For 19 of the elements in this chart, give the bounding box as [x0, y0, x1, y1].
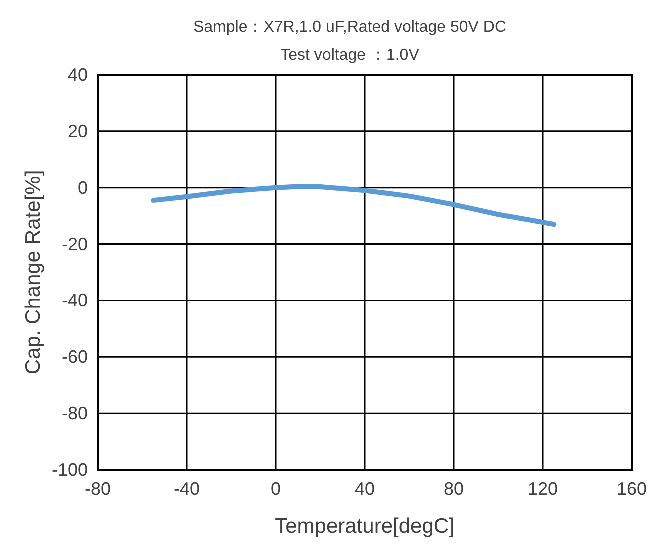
- x-tick-label: -40: [174, 479, 200, 499]
- y-tick-label: 40: [68, 65, 88, 85]
- x-tick-label: 40: [354, 479, 376, 499]
- y-tick-label: -100: [52, 460, 88, 480]
- y-tick-label: 0: [78, 178, 88, 198]
- chart-title: Sample：X7R,1.0 uF,Rated voltage 50V DC: [193, 19, 507, 36]
- y-tick-label: -60: [62, 347, 88, 368]
- y-tick-label: -80: [62, 404, 88, 424]
- y-tick-label: -20: [62, 234, 88, 254]
- x-tick-label: 0: [270, 479, 282, 499]
- x-tick-label: -80: [84, 479, 112, 499]
- x-tick-label: 160: [616, 479, 648, 499]
- x-tick-label: 80: [444, 479, 464, 499]
- x-tick-label: 120: [528, 479, 558, 499]
- y-axis-title: Cap. Change Rate[%]: [22, 170, 45, 375]
- y-tick-label: 20: [68, 121, 88, 142]
- chart-subtitle: Test voltage ：1.0V: [280, 47, 420, 64]
- y-tick-label: -40: [62, 290, 88, 311]
- x-axis-title: Temperature[degC]: [275, 515, 455, 538]
